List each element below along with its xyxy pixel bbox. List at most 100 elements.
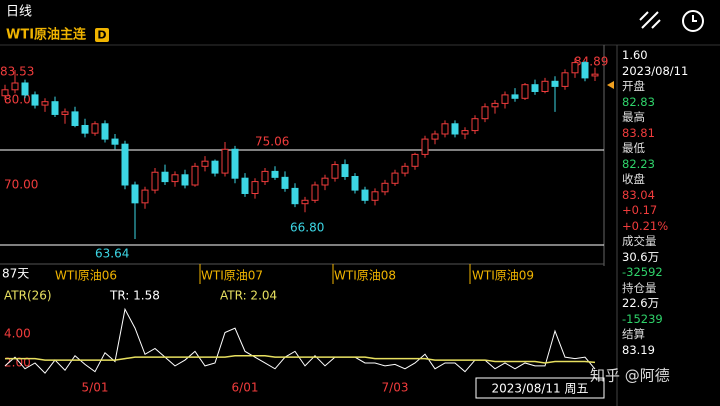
open-label: 开盘 bbox=[622, 79, 645, 93]
x-tick-label: 7/03 bbox=[382, 381, 409, 395]
price-annotation: 84.89 bbox=[574, 55, 608, 69]
price-annotation: 83.53 bbox=[0, 65, 34, 79]
candle-body bbox=[211, 160, 219, 174]
candle-body bbox=[161, 171, 169, 183]
candle-body bbox=[351, 175, 359, 191]
candle-body bbox=[311, 184, 319, 201]
candle-body bbox=[61, 111, 69, 115]
candle-body bbox=[191, 165, 199, 186]
candle-body bbox=[101, 123, 109, 140]
days-label: 87天 bbox=[2, 267, 29, 281]
cursor-date: 2023/08/11 周五 bbox=[492, 382, 589, 396]
candle-body bbox=[281, 176, 289, 189]
candle-body bbox=[531, 84, 539, 92]
contract-label: WTI原油07 bbox=[201, 269, 263, 283]
change: +0.17 bbox=[622, 203, 658, 217]
clock-icon[interactable] bbox=[682, 10, 704, 32]
candle-body bbox=[491, 102, 499, 108]
candle-body bbox=[411, 153, 419, 167]
candle-body bbox=[331, 164, 339, 179]
candle-body bbox=[201, 160, 209, 167]
contract-label: WTI原油09 bbox=[472, 269, 534, 283]
price-annotation: 63.64 bbox=[95, 247, 129, 261]
volume-change: -32592 bbox=[622, 265, 663, 279]
candle-body bbox=[171, 174, 179, 183]
candle-body bbox=[421, 138, 429, 155]
candle-body bbox=[131, 184, 139, 204]
contract-label: WTI原油06 bbox=[55, 269, 117, 283]
candle-body bbox=[241, 177, 249, 194]
candle-body bbox=[581, 62, 589, 79]
low-label: 最低 bbox=[622, 141, 645, 155]
symbol-title[interactable]: WTI原油主连 bbox=[6, 27, 87, 43]
candle-body bbox=[371, 191, 379, 201]
candle-body bbox=[591, 73, 599, 77]
candle-body bbox=[441, 123, 449, 135]
contract-label: WTI原油08 bbox=[334, 269, 396, 283]
info-panel: 1.60 2023/08/11 开盘 82.83 最高 83.81 最低 82.… bbox=[622, 48, 718, 358]
candle-body bbox=[261, 170, 269, 183]
last-price-marker bbox=[607, 81, 614, 89]
y-tick-label: 4.00 bbox=[4, 326, 31, 340]
candle-body bbox=[121, 143, 129, 186]
candle-body bbox=[341, 164, 349, 177]
badge: D bbox=[97, 29, 106, 42]
candle-body bbox=[111, 138, 119, 145]
candle-body bbox=[71, 111, 79, 126]
candle-body bbox=[381, 182, 389, 193]
oi-change: -15239 bbox=[622, 311, 663, 326]
y-tick-label: 80.00 bbox=[4, 92, 38, 106]
candle-body bbox=[181, 174, 189, 186]
indicator-icon[interactable] bbox=[639, 11, 661, 29]
candle-body bbox=[401, 165, 409, 174]
x-tick-label: 5/01 bbox=[82, 381, 109, 395]
watermark: 知乎 @阿德 bbox=[590, 367, 670, 385]
close-label: 收盘 bbox=[622, 172, 645, 186]
date: 2023/08/11 bbox=[622, 63, 689, 78]
candle-body bbox=[31, 94, 39, 106]
candle-body bbox=[251, 181, 259, 194]
oi-label: 持仓量 bbox=[622, 280, 657, 295]
candle-body bbox=[21, 82, 29, 96]
candle-body bbox=[221, 148, 229, 174]
candle-body bbox=[41, 101, 49, 106]
candle-body bbox=[551, 80, 559, 87]
candle-body bbox=[461, 130, 469, 135]
tr-label: TR: 1.58 bbox=[109, 289, 160, 303]
x-tick-label: 6/01 bbox=[232, 381, 259, 395]
candle-body bbox=[471, 118, 479, 132]
candle-body bbox=[361, 189, 369, 201]
open: 82.83 bbox=[622, 94, 655, 109]
candle-body bbox=[521, 84, 529, 99]
low: 82.23 bbox=[622, 156, 655, 171]
candle-body bbox=[561, 72, 569, 87]
candle-body bbox=[81, 124, 89, 134]
candle-body bbox=[481, 106, 489, 120]
candle-body bbox=[231, 148, 239, 179]
y-tick-label: 70.00 bbox=[4, 177, 38, 191]
candle-body bbox=[391, 172, 399, 184]
candle-body bbox=[451, 123, 459, 135]
candle-body bbox=[91, 123, 99, 134]
tr-line bbox=[4, 307, 596, 374]
candle-body bbox=[11, 82, 19, 91]
candle-body bbox=[1, 89, 9, 97]
cursor-date-box bbox=[475, 377, 605, 399]
atr-line bbox=[5, 354, 596, 364]
candle-body bbox=[141, 189, 149, 204]
candle-body bbox=[291, 187, 299, 205]
badge-bg bbox=[95, 28, 109, 42]
candle-body bbox=[541, 80, 549, 92]
period-label: 日线 bbox=[6, 5, 32, 20]
scale: 1.60 bbox=[622, 48, 648, 62]
candle-body bbox=[571, 62, 579, 74]
close: 83.04 bbox=[622, 187, 655, 202]
oi: 22.6万 bbox=[622, 296, 660, 310]
change-pct: +0.21% bbox=[622, 218, 669, 233]
price-annotation: 75.06 bbox=[255, 135, 289, 149]
volume: 30.6万 bbox=[622, 249, 660, 264]
atr-label: ATR: 2.04 bbox=[220, 289, 277, 303]
high: 83.81 bbox=[622, 125, 655, 140]
candle-body bbox=[511, 94, 519, 99]
